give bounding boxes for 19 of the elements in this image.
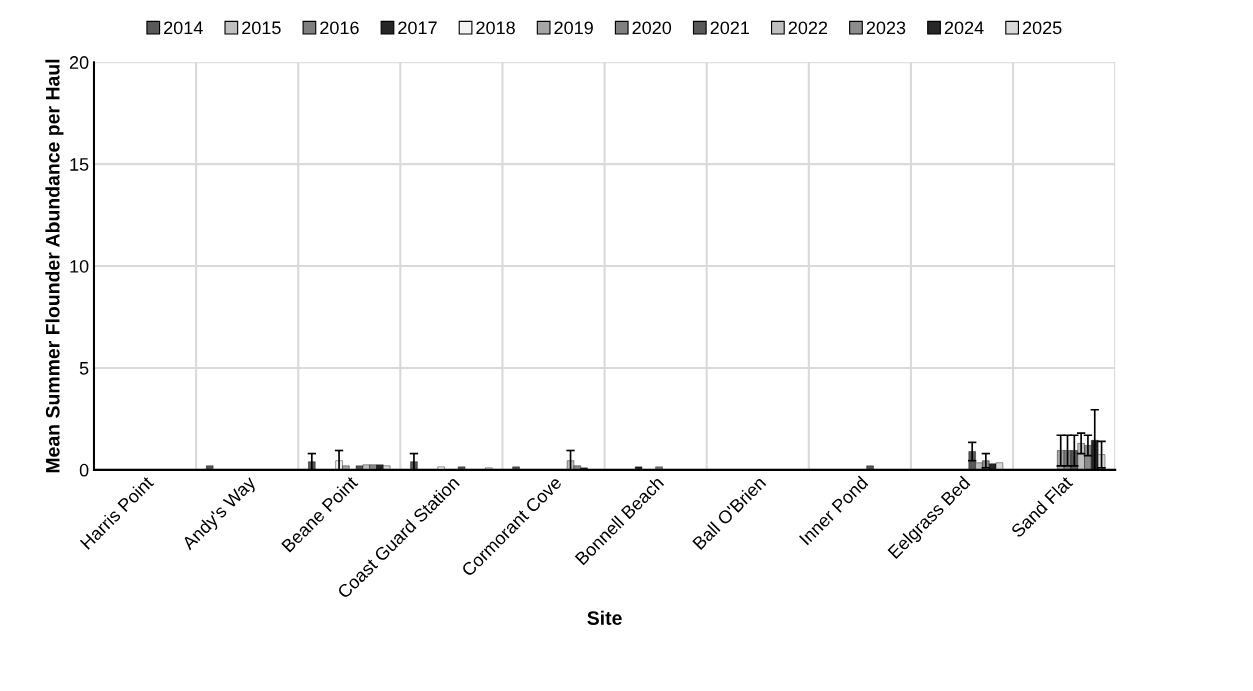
legend-label: 2018: [476, 21, 515, 35]
legend-label: 2017: [398, 21, 437, 35]
legend-label: 2021: [710, 21, 750, 35]
legend-label: 2024: [944, 21, 984, 35]
legend-label: 2020: [632, 21, 672, 35]
y-tick-label: 0: [79, 463, 89, 477]
legend-label: 2016: [320, 21, 359, 35]
y-tick-label: 5: [79, 362, 89, 375]
y-tick-label: 15: [70, 158, 89, 171]
legend-label: 2019: [554, 21, 593, 35]
legend-label: 2025: [1022, 21, 1062, 35]
y-tick-label: 10: [70, 259, 89, 273]
legend-label: 2015: [242, 21, 281, 35]
legend-label: 2023: [866, 21, 906, 35]
x-axis-title: Site: [587, 610, 622, 625]
legend-label: 2022: [788, 21, 828, 35]
y-axis-title: Mean Summer Flounder Abundance per Haul: [45, 59, 64, 473]
legend-label: 2014: [164, 21, 203, 35]
y-tick-label: 20: [69, 56, 89, 69]
